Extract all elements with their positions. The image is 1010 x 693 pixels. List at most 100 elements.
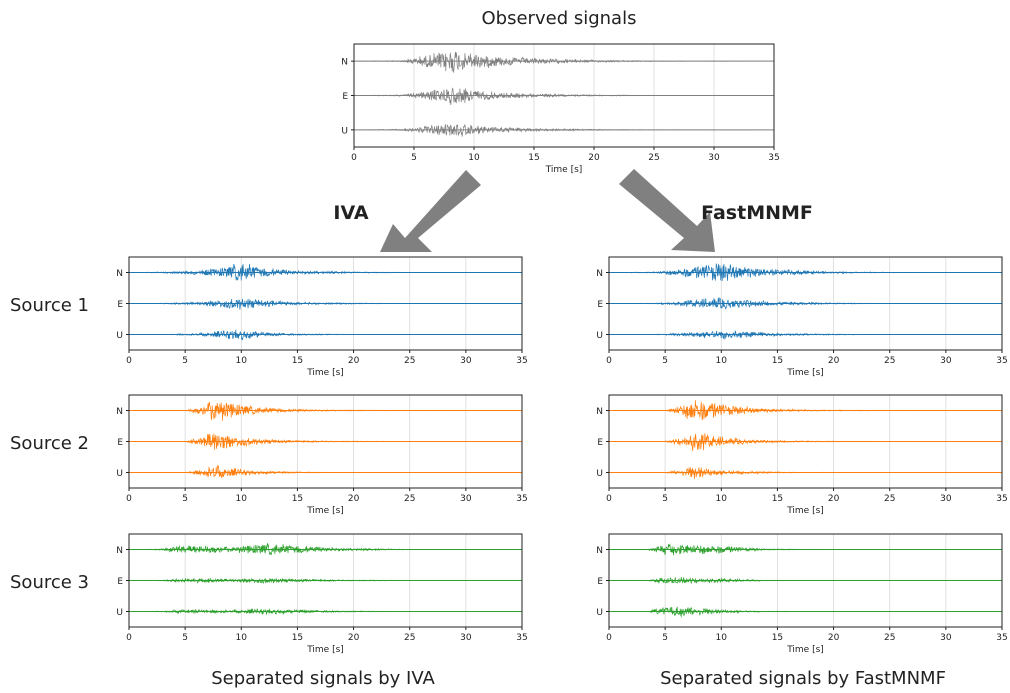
x-axis-label: Time [s] — [306, 506, 344, 516]
waveform-iva-source2-U — [129, 465, 522, 478]
waveform-iva-source3-U — [129, 608, 522, 616]
x-tick-label: 10 — [236, 633, 248, 643]
x-tick-label: 10 — [236, 494, 248, 504]
x-tick-label: 0 — [606, 633, 612, 643]
channel-label: N — [116, 269, 123, 279]
axes-frame — [608, 533, 1003, 628]
waveform-fastmnmf-source3-U — [609, 606, 1002, 618]
waveform-fastmnmf-source2-U — [609, 466, 1002, 479]
x-tick-label: 30 — [460, 494, 472, 504]
channel-label: E — [597, 577, 603, 587]
x-tick-label: 5 — [411, 153, 417, 163]
channel-label: E — [117, 438, 123, 448]
x-tick-label: 20 — [588, 153, 600, 163]
channel-label: E — [597, 438, 603, 448]
x-tick-label: 0 — [351, 153, 357, 163]
panel-observed: N E U 0 5 10 15 20 25 30 35 Time [s] — [341, 43, 780, 175]
waveform-fastmnmf-source3-E — [609, 577, 1002, 585]
caption-fastmnmf: Separated signals by FastMNMF — [660, 668, 946, 689]
x-tick-label: 0 — [606, 356, 612, 366]
x-tick-label: 5 — [182, 494, 188, 504]
panel-fastmnmf-source2: N E U 0 5 10 15 20 25 30 35 Time [s] — [596, 394, 1008, 516]
waveform-fastmnmf-source1-U — [609, 330, 1002, 340]
row-label-source-3: Source 3 — [10, 572, 89, 593]
x-tick-label: 10 — [468, 153, 480, 163]
waveform-observed-U — [354, 124, 774, 137]
x-tick-label: 0 — [126, 356, 132, 366]
axes-frame — [608, 256, 1003, 351]
axes-frame — [608, 394, 1003, 489]
waveform-iva-source1-N — [129, 263, 522, 281]
x-tick-label: 10 — [716, 633, 728, 643]
x-tick-label: 35 — [516, 494, 527, 504]
x-tick-label: 30 — [940, 633, 952, 643]
channel-label: U — [596, 469, 603, 479]
x-tick-label: 10 — [716, 356, 728, 366]
x-tick-label: 25 — [404, 633, 415, 643]
waveform-iva-source3-N — [129, 543, 522, 556]
waveform-iva-source3-E — [129, 577, 522, 584]
x-tick-label: 30 — [940, 356, 952, 366]
x-tick-label: 30 — [708, 153, 720, 163]
axes-frame — [128, 256, 523, 351]
panel-iva-source2: N E U 0 5 10 15 20 25 30 35 Time [s] — [116, 394, 528, 516]
x-tick-label: 15 — [292, 356, 303, 366]
waveform-iva-source1-E — [129, 298, 522, 310]
panel-iva-source3: N E U 0 5 10 15 20 25 30 35 Time [s] — [116, 533, 528, 655]
x-tick-label: 0 — [126, 633, 132, 643]
x-tick-label: 35 — [768, 153, 779, 163]
figure-title: Observed signals — [482, 8, 637, 29]
x-tick-label: 15 — [772, 356, 783, 366]
x-tick-label: 0 — [126, 494, 132, 504]
channel-label: N — [596, 407, 603, 417]
x-tick-label: 20 — [348, 356, 360, 366]
channel-label: N — [596, 269, 603, 279]
x-axis-label: Time [s] — [545, 165, 583, 175]
arrow-to-fastmnmf — [619, 169, 715, 252]
waveform-observed-N — [354, 51, 774, 73]
x-tick-label: 5 — [182, 633, 188, 643]
panel-fastmnmf-source1: N E U 0 5 10 15 20 25 30 35 Time [s] — [596, 256, 1008, 378]
channel-label: U — [341, 126, 348, 136]
channel-label: N — [116, 546, 123, 556]
axes-frame — [128, 394, 523, 489]
x-tick-label: 35 — [516, 356, 527, 366]
x-tick-label: 20 — [348, 633, 360, 643]
axes-frame — [128, 533, 523, 628]
axes-frame — [353, 43, 775, 148]
x-tick-label: 5 — [662, 494, 668, 504]
x-tick-label: 20 — [828, 633, 840, 643]
waveform-fastmnmf-source2-N — [609, 400, 1002, 421]
channel-label: U — [116, 469, 123, 479]
waveform-observed-E — [354, 87, 774, 105]
x-tick-label: 20 — [828, 356, 840, 366]
x-axis-label: Time [s] — [306, 645, 344, 655]
x-tick-label: 15 — [772, 494, 783, 504]
waveform-fastmnmf-source1-E — [609, 297, 1002, 310]
x-tick-label: 10 — [236, 356, 248, 366]
x-axis-label: Time [s] — [786, 368, 824, 378]
channel-label: U — [116, 608, 123, 618]
x-axis-label: Time [s] — [786, 506, 824, 516]
x-tick-label: 20 — [828, 494, 840, 504]
channel-label: E — [597, 300, 603, 310]
x-tick-label: 30 — [460, 633, 472, 643]
panel-fastmnmf-source3: N E U 0 5 10 15 20 25 30 35 Time [s] — [596, 533, 1008, 655]
channel-label: E — [117, 300, 123, 310]
channel-label: U — [596, 608, 603, 618]
x-tick-label: 5 — [182, 356, 188, 366]
channel-label: U — [596, 331, 603, 341]
iva-label: IVA — [333, 202, 368, 224]
channel-label: E — [342, 92, 348, 102]
x-tick-label: 35 — [996, 356, 1007, 366]
row-label-source-2: Source 2 — [10, 433, 89, 454]
signal-panels: N E U 0 5 10 15 20 25 30 35 Time [s] N E U 0 5 10 15 20 25 30… — [116, 43, 1008, 655]
x-tick-label: 35 — [516, 633, 527, 643]
waveform-fastmnmf-source2-E — [609, 433, 1002, 451]
x-tick-label: 5 — [662, 633, 668, 643]
x-tick-label: 25 — [884, 633, 895, 643]
x-tick-label: 25 — [648, 153, 659, 163]
waveform-fastmnmf-source3-N — [609, 543, 1002, 556]
x-tick-label: 10 — [716, 494, 728, 504]
